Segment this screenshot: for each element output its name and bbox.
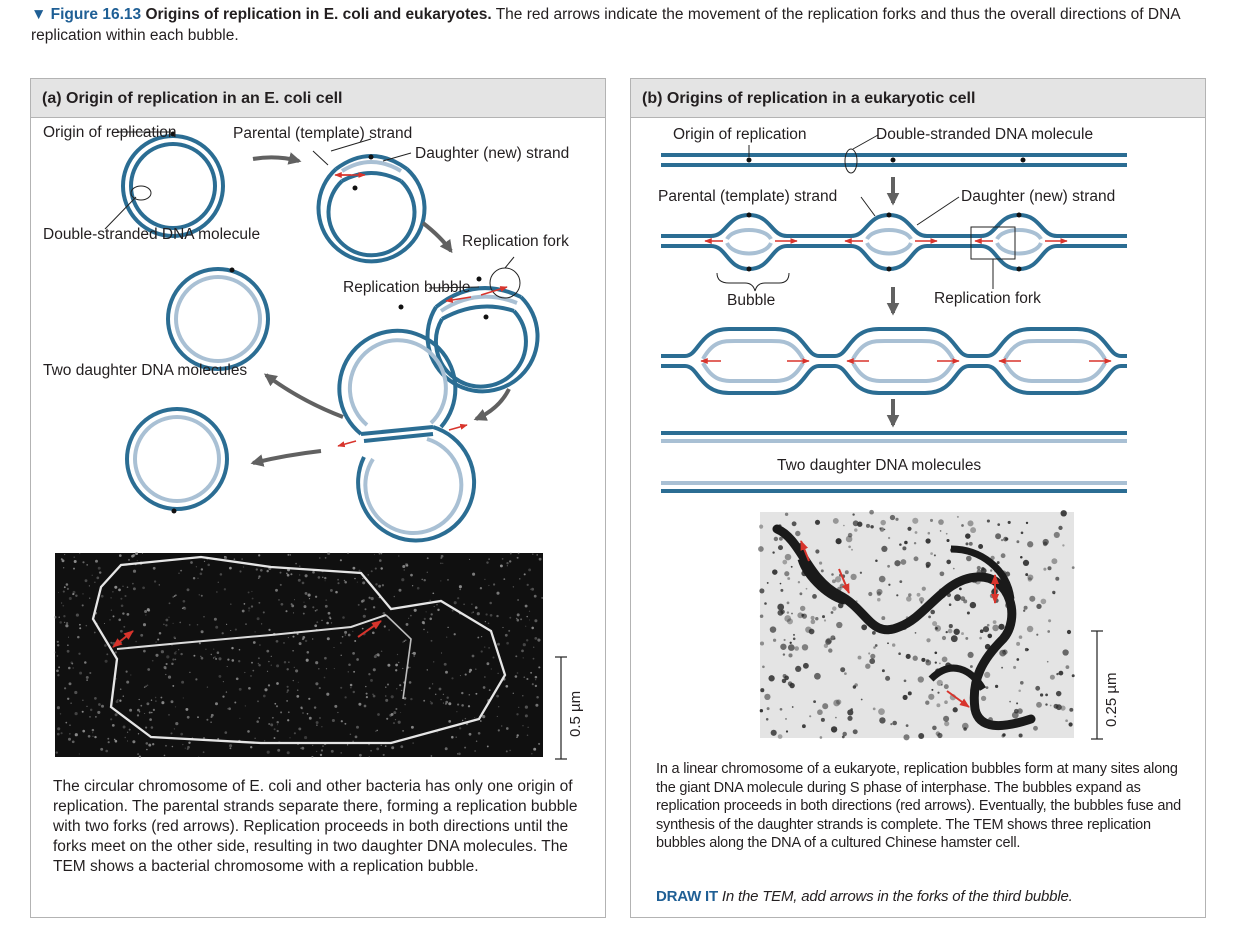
label-daughter-strand-b: Daughter (new) strand	[961, 188, 1116, 205]
ecoli-daughter-circle-top	[166, 267, 270, 371]
draw-it-instruction: DRAW IT In the TEM, add arrows in the fo…	[656, 888, 1186, 907]
label-daughter-strand: Daughter (new) strand	[415, 145, 570, 162]
ecoli-replication-diagram	[54, 131, 567, 760]
figure-title: Origins of replication in E. coli and eu…	[145, 6, 492, 23]
panel-b-description: In a linear chromosome of a eukaryote, r…	[656, 761, 1181, 851]
panel-ecoli: (a) Origin of replication in an E. coli …	[30, 78, 606, 918]
figure-label: Figure 16.13	[50, 6, 142, 23]
ecoli-step-arrows	[250, 152, 511, 467]
eukaryote-replication-diagram	[661, 134, 1127, 741]
label-replication-fork: Replication fork	[462, 233, 569, 250]
label-replication-fork-b: Replication fork	[934, 290, 1041, 307]
eukaryote-step1-molecule	[661, 148, 1127, 174]
eukaryote-tem-image	[758, 509, 1075, 741]
label-origin-of-replication: Origin of replication	[43, 124, 177, 141]
scale-bar-label: 0.5 µm	[567, 690, 584, 737]
draw-it-label: DRAW IT	[656, 888, 718, 905]
eukaryote-step3-bubbles	[661, 327, 1127, 395]
panel-a-description: The circular chromosome of E. coli and o…	[53, 778, 578, 875]
ecoli-step1-circle	[121, 131, 225, 238]
eukaryote-leader-lines	[716, 134, 994, 292]
label-origin-of-replication-b: Origin of replication	[673, 126, 807, 143]
caption-marker: ▼	[31, 6, 47, 23]
label-double-stranded-b: Double-stranded DNA molecule	[876, 126, 1094, 143]
figure-caption: ▼ Figure 16.13 Origins of replication in…	[31, 4, 1211, 46]
panel-a-header: (a) Origin of replication in an E. coli …	[31, 79, 605, 118]
label-double-stranded: Double-stranded DNA molecule	[43, 226, 261, 243]
ecoli-step4-figure-eight	[337, 304, 477, 565]
eukaryote-step4-molecules	[661, 431, 1127, 493]
eukaryote-step2-bubbles	[661, 212, 1127, 272]
label-two-daughter-molecules-b: Two daughter DNA molecules	[777, 457, 982, 474]
label-parental-strand: Parental (template) strand	[233, 125, 413, 142]
caption-text: The red arrows indicate the movement of …	[31, 6, 1180, 44]
label-parental-strand-b: Parental (template) strand	[658, 188, 838, 205]
label-replication-bubble: Replication bubble	[343, 279, 471, 296]
scale-bar-label-b: 0.25 µm	[1103, 672, 1120, 728]
ecoli-step2-circle	[316, 154, 427, 264]
ecoli-tem-image	[54, 551, 544, 758]
label-two-daughter-molecules: Two daughter DNA molecules	[43, 362, 248, 379]
panel-b-header: (b) Origins of replication in a eukaryot…	[631, 79, 1205, 118]
panel-eukaryote: (b) Origins of replication in a eukaryot…	[630, 78, 1206, 918]
eukaryote-scale-bar	[1091, 630, 1103, 740]
label-bubble: Bubble	[727, 292, 776, 309]
draw-it-text: In the TEM, add arrows in the forks of t…	[721, 888, 1073, 905]
ecoli-daughter-circle-bottom	[125, 407, 229, 514]
ecoli-leader-lines	[104, 131, 515, 289]
ecoli-scale-bar	[555, 656, 567, 760]
